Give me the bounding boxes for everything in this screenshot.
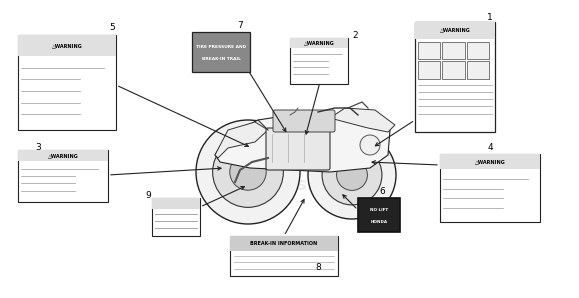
FancyBboxPatch shape xyxy=(290,38,348,84)
Circle shape xyxy=(336,160,368,190)
Circle shape xyxy=(308,131,396,219)
Circle shape xyxy=(212,137,283,207)
Polygon shape xyxy=(215,115,390,172)
Text: Partskita.net: Partskita.net xyxy=(254,176,386,194)
FancyBboxPatch shape xyxy=(18,150,108,202)
Circle shape xyxy=(196,120,300,224)
FancyBboxPatch shape xyxy=(18,150,108,162)
Text: 7: 7 xyxy=(237,21,243,30)
FancyBboxPatch shape xyxy=(358,198,400,232)
FancyBboxPatch shape xyxy=(18,35,116,130)
FancyBboxPatch shape xyxy=(442,41,465,59)
FancyBboxPatch shape xyxy=(152,198,200,209)
FancyBboxPatch shape xyxy=(290,38,348,48)
Text: △WARNING: △WARNING xyxy=(52,43,82,48)
Text: △WARNING: △WARNING xyxy=(475,159,505,164)
Text: BREAK-IN INFORMATION: BREAK-IN INFORMATION xyxy=(250,241,318,246)
Text: 3: 3 xyxy=(35,144,41,153)
FancyBboxPatch shape xyxy=(442,61,465,79)
Text: 4: 4 xyxy=(487,144,493,153)
Text: NO LIFT: NO LIFT xyxy=(370,208,388,212)
Text: 6: 6 xyxy=(379,187,385,196)
FancyBboxPatch shape xyxy=(440,154,540,222)
FancyBboxPatch shape xyxy=(18,35,116,56)
FancyBboxPatch shape xyxy=(418,61,441,79)
FancyBboxPatch shape xyxy=(440,154,540,169)
FancyBboxPatch shape xyxy=(230,236,338,251)
FancyBboxPatch shape xyxy=(192,32,250,72)
Text: 9: 9 xyxy=(145,190,151,199)
Text: HONDA: HONDA xyxy=(371,220,387,224)
Polygon shape xyxy=(215,122,268,158)
Text: △WARNING: △WARNING xyxy=(303,41,335,46)
FancyBboxPatch shape xyxy=(467,41,489,59)
Text: △WARNING: △WARNING xyxy=(439,28,470,33)
FancyBboxPatch shape xyxy=(230,236,338,276)
Text: TIRE PRESSURE AND: TIRE PRESSURE AND xyxy=(196,45,246,49)
Text: BREAK-IN TRAIL: BREAK-IN TRAIL xyxy=(201,57,240,61)
Circle shape xyxy=(360,135,380,155)
Polygon shape xyxy=(330,108,395,132)
FancyBboxPatch shape xyxy=(273,110,335,132)
FancyBboxPatch shape xyxy=(415,22,495,132)
Text: △WARNING: △WARNING xyxy=(47,153,78,158)
FancyBboxPatch shape xyxy=(415,22,495,38)
Text: 5: 5 xyxy=(109,24,115,32)
FancyBboxPatch shape xyxy=(266,128,330,170)
Text: 2: 2 xyxy=(352,30,358,40)
Circle shape xyxy=(322,145,382,205)
Text: 8: 8 xyxy=(315,263,321,272)
Circle shape xyxy=(230,154,266,190)
FancyBboxPatch shape xyxy=(467,61,489,79)
FancyBboxPatch shape xyxy=(418,41,441,59)
Text: 1: 1 xyxy=(487,13,493,23)
FancyBboxPatch shape xyxy=(152,198,200,236)
